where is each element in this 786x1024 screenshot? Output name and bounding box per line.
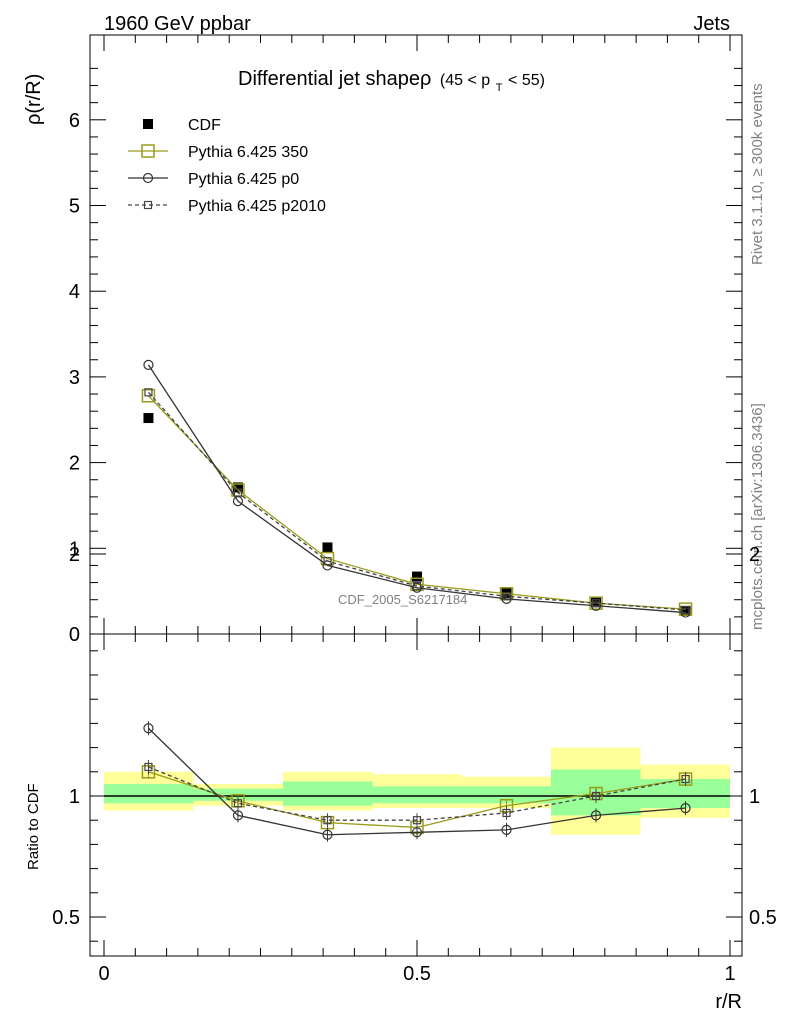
data-point-pythia-6-425-p2010 <box>591 599 601 608</box>
legend-marker <box>141 144 155 158</box>
ratio-point-pythia-6-425-p0 <box>590 810 602 821</box>
data-point-pythia-6-425-p2010 <box>144 388 153 397</box>
chart-title-main: Differential jet shapeρ <box>238 68 431 90</box>
ratio-green-band <box>104 783 194 804</box>
data-point-pythia-6-425-p2010 <box>412 581 422 591</box>
legend-label: Pythia 6.425 350 <box>188 144 308 161</box>
legend-entry-cdf: CDF <box>143 117 221 134</box>
ratio-y-tick-label-right: 2 <box>749 544 760 566</box>
ratio-point-pythia-6-425-p0 <box>411 827 423 838</box>
main-y-tick-label: 4 <box>69 281 80 303</box>
data-point-pythia-6-425-p2010 <box>681 605 690 615</box>
x-tick-label: 0.5 <box>403 963 431 985</box>
chart-title-subscript: T <box>496 82 503 94</box>
data-point-cdf <box>412 571 422 582</box>
data-point-pythia-6-425-p2010 <box>502 592 511 601</box>
ratio-y-tick-label-left: 2 <box>69 544 80 566</box>
legend-marker <box>142 172 154 184</box>
ratio-point-pythia-6-425-p0 <box>322 829 333 840</box>
ratio-green-band <box>283 781 373 806</box>
main-y-tick-label: 0 <box>69 624 80 646</box>
ratio-series-pythia-6-425-p0 <box>143 721 691 842</box>
rivet-version-label: Rivet 3.1.10, ≥ 300k events <box>749 83 766 265</box>
data-point-cdf <box>591 597 602 608</box>
ratio-plot-panel: 0.5 0.5 1 1 2 2 0 0.5 1 <box>52 544 777 985</box>
legend-entry-pythia-6-425-p2010: Pythia 6.425 p2010 <box>128 198 326 215</box>
chart-title-range-end: < 55) <box>508 72 545 89</box>
ratio-plot-frame <box>89 633 743 957</box>
main-y-axis-label: ρ(r/R) <box>23 74 45 125</box>
data-point-cdf <box>680 605 691 616</box>
chart-title-range: (45 < p <box>440 72 490 89</box>
ratio-y-tick-label-right: 1 <box>749 786 760 808</box>
data-point-pythia-6-425-p0 <box>680 607 691 618</box>
legend-label: CDF <box>188 117 221 134</box>
legend: CDF Pythia 6.425 350 Pythia 6.425 p0 Pythia… <box>128 117 326 215</box>
data-point-cdf <box>143 413 154 424</box>
analysis-watermark: CDF_2005_S6217184 <box>338 592 467 607</box>
header-energy-label: 1960 GeV ppbar <box>104 13 251 35</box>
legend-entry-pythia-6-425-350: Pythia 6.425 350 <box>128 144 308 161</box>
x-tick-label: 0 <box>98 963 109 985</box>
ratio-point-pythia-6-425-p0 <box>143 723 154 734</box>
ratio-point-pythia-6-425-p2010 <box>591 791 601 801</box>
series-line-pythia-6-425-p2010 <box>147 391 686 611</box>
ratio-point-pythia-6-425-p2010 <box>502 808 511 818</box>
ratio-point-pythia-6-425-p0 <box>232 810 244 821</box>
data-point-pythia-6-425-350 <box>141 389 156 403</box>
ratio-y-tick-label-right: 0.5 <box>749 907 777 929</box>
legend-marker <box>143 200 153 210</box>
data-point-pythia-6-425-p2010 <box>323 557 332 566</box>
data-point-pythia-6-425-p0 <box>143 359 154 371</box>
svg-text:Differential jet shapeρ: Differential jet shapeρ (45 < p T < 55) <box>238 68 545 96</box>
ratio-y-tick-label-left: 0.5 <box>52 907 80 929</box>
data-point-cdf <box>232 482 243 493</box>
ratio-point-pythia-6-425-p2010 <box>144 762 153 772</box>
x-tick-label: 1 <box>724 963 735 985</box>
data-point-pythia-6-425-p0 <box>501 593 512 604</box>
main-y-tick-label: 5 <box>69 196 80 218</box>
ratio-point-pythia-6-425-p0 <box>501 824 512 835</box>
main-y-tick-label: 1 <box>69 538 80 560</box>
series-pythia-6-425-p0 <box>143 359 691 618</box>
legend-label: Pythia 6.425 p2010 <box>188 198 326 215</box>
legend-label: Pythia 6.425 p0 <box>188 171 299 188</box>
data-point-pythia-6-425-p0 <box>411 582 423 593</box>
series-pythia-6-425-p2010 <box>144 388 690 615</box>
mcplots-credit-label: mcplots.cern.ch [arXiv:1306.3436] <box>749 403 766 630</box>
chart-title: Differential jet shapeρ (45 < p T < 55) <box>238 68 545 96</box>
ratio-y-tick-label-left: 1 <box>69 786 80 808</box>
data-point-pythia-6-425-p0 <box>590 600 602 611</box>
legend-entry-pythia-6-425-p0: Pythia 6.425 p0 <box>128 171 299 188</box>
header-process-label: Jets <box>693 13 730 35</box>
ratio-point-pythia-6-425-p2010 <box>233 799 243 808</box>
main-y-tick-label: 2 <box>69 453 80 475</box>
ratio-point-pythia-6-425-p0 <box>680 802 691 814</box>
ratio-green-band <box>461 786 551 804</box>
data-point-pythia-6-425-p2010 <box>233 488 243 497</box>
data-point-cdf <box>322 542 333 553</box>
ratio-point-pythia-6-425-p2010 <box>323 816 332 825</box>
legend-marker <box>143 119 153 129</box>
ratio-point-pythia-6-425-p2010 <box>412 816 422 825</box>
series-line-pythia-6-425-p0 <box>147 364 686 614</box>
ratio-green-band <box>372 786 462 804</box>
main-y-tick-label: 3 <box>69 367 80 389</box>
ratio-y-axis-label: Ratio to CDF <box>25 783 42 870</box>
main-y-tick-label: 6 <box>69 110 80 132</box>
data-point-pythia-6-425-350 <box>410 577 424 592</box>
x-axis-label: r/R <box>715 991 742 1013</box>
ratio-point-pythia-6-425-p2010 <box>681 774 690 784</box>
ratio-series-pythia-6-425-p2010 <box>144 759 690 828</box>
